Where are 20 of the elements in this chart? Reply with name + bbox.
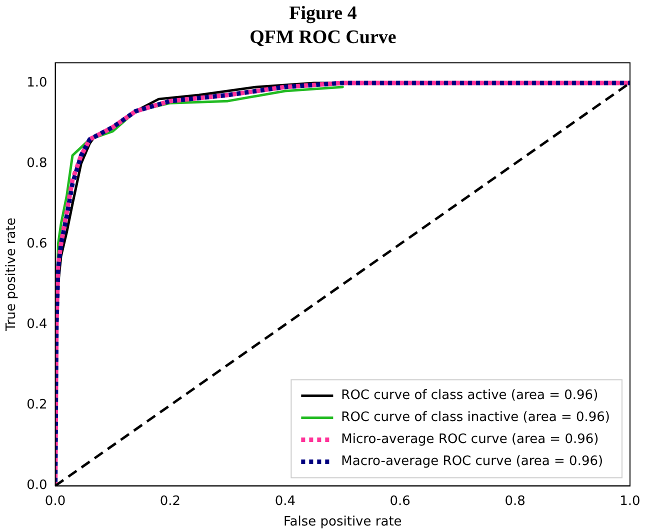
y-tick-label: 0.2 [26, 398, 48, 413]
y-tick-label: 1.0 [26, 75, 48, 90]
y-tick-label: 0.4 [26, 317, 48, 332]
legend-label: ROC curve of class inactive (area = 0.96) [341, 410, 610, 426]
x-tick-label: 0.2 [160, 494, 181, 509]
x-tick-label: 0.0 [44, 494, 66, 509]
x-tick-label: 0.4 [274, 494, 296, 509]
x-tick-label: 1.0 [620, 494, 640, 509]
x-tick-label: 0.6 [390, 494, 410, 509]
y-tick-label: 0.6 [26, 236, 48, 252]
x-tick-label: 0.8 [504, 494, 526, 509]
x-axis-title: False positive rate [283, 514, 402, 530]
legend-label: Macro-average ROC curve (area = 0.96) [341, 454, 604, 470]
chart-subtitle: QFM ROC Curve [248, 26, 398, 50]
legend-label: Micro-average ROC curve (area = 0.96) [341, 432, 599, 448]
y-axis-title: True positive rate [4, 218, 20, 332]
y-tick-label: 0.0 [26, 478, 48, 494]
y-tick-label: 0.8 [26, 156, 48, 171]
chart-title: Figure 4 [288, 2, 358, 26]
legend-label: ROC curve of class active (area = 0.96) [341, 388, 598, 404]
